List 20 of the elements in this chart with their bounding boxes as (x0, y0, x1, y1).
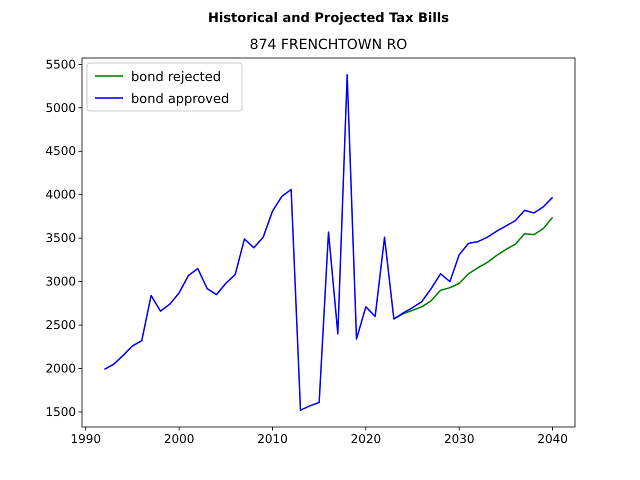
x-tick-label: 1990 (70, 432, 102, 446)
y-tick-label: 5000 (45, 100, 76, 115)
x-tick-label: 2020 (350, 432, 382, 446)
y-tick-label: 1500 (45, 404, 76, 419)
y-tick-label: 2500 (45, 318, 76, 332)
y-tick-label: 3500 (45, 231, 76, 246)
chart-subtitle: 874 FRENCHTOWN RO (250, 37, 408, 53)
y-tick-label: 5500 (45, 57, 76, 72)
y-tick-label: 3000 (45, 274, 76, 289)
x-tick-label: 2030 (444, 432, 474, 446)
x-tick-label: 2000 (164, 432, 194, 446)
chart-title: Historical and Projected Tax Bills (208, 11, 450, 26)
x-tick-label: 2040 (537, 432, 568, 446)
y-tick-label: 2000 (45, 362, 76, 376)
y-tick-label: 4000 (45, 188, 76, 202)
legend-label: bond rejected (131, 70, 221, 85)
legend-label: bond approved (131, 92, 230, 107)
x-tick-label: 2010 (257, 432, 288, 446)
line-series (393, 216, 554, 320)
y-tick-label: 4500 (45, 144, 76, 158)
